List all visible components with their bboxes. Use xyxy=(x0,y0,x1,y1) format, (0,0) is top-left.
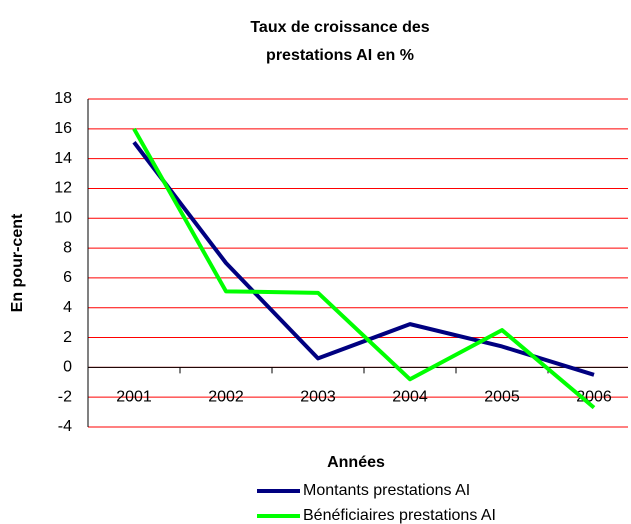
series-line xyxy=(132,141,595,377)
y-tick-label: -4 xyxy=(58,418,72,435)
chart-title: prestations AI en % xyxy=(266,47,414,64)
y-axis-label: En pour-cent xyxy=(9,213,26,312)
y-tick-label: 12 xyxy=(54,180,72,197)
legend-label: Montants prestations AI xyxy=(303,482,470,499)
x-tick-label: 2001 xyxy=(116,389,152,406)
y-tick-label: 2 xyxy=(63,329,72,346)
y-tick-label: 4 xyxy=(63,299,72,316)
y-tick-label: 10 xyxy=(54,209,72,226)
y-tick-label: 16 xyxy=(54,120,72,137)
y-tick-label: 14 xyxy=(54,150,72,167)
x-tick-label: 2004 xyxy=(392,389,428,406)
y-tick-label: -2 xyxy=(58,388,72,405)
series-line xyxy=(132,127,596,410)
y-tick-label: 18 xyxy=(54,90,72,107)
chart-title: Taux de croissance des xyxy=(250,19,429,36)
y-tick-label: 6 xyxy=(63,269,72,286)
x-tick-label: 2002 xyxy=(208,389,244,406)
x-tick-label: 2005 xyxy=(484,389,520,406)
y-tick-label: 8 xyxy=(63,239,72,256)
y-tick-label: 0 xyxy=(63,359,72,376)
legend-label: Bénéficiaires prestations AI xyxy=(303,507,496,524)
x-axis-label: Années xyxy=(327,454,385,471)
x-tick-label: 2003 xyxy=(300,389,336,406)
